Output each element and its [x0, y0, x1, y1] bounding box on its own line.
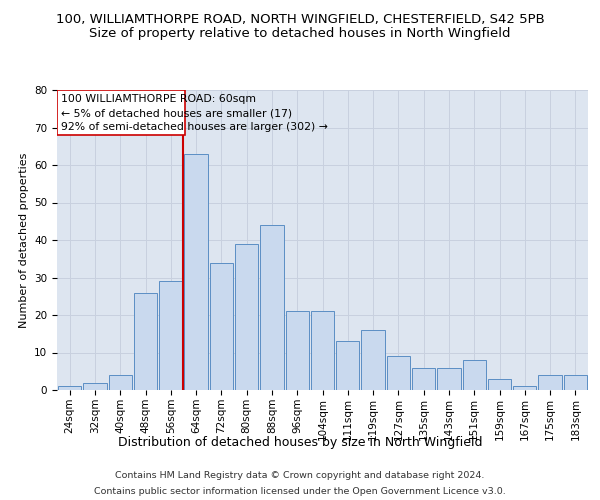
Bar: [57, 90, 185, 135]
Text: ← 5% of detached houses are smaller (17): ← 5% of detached houses are smaller (17): [61, 108, 292, 118]
Bar: [463, 360, 486, 390]
Bar: [210, 262, 233, 390]
Text: Contains HM Land Registry data © Crown copyright and database right 2024.: Contains HM Land Registry data © Crown c…: [115, 472, 485, 480]
Bar: [311, 311, 334, 390]
Text: Contains public sector information licensed under the Open Government Licence v3: Contains public sector information licen…: [94, 486, 506, 496]
Text: Distribution of detached houses by size in North Wingfield: Distribution of detached houses by size …: [118, 436, 482, 449]
Text: 100, WILLIAMTHORPE ROAD, NORTH WINGFIELD, CHESTERFIELD, S42 5PB: 100, WILLIAMTHORPE ROAD, NORTH WINGFIELD…: [56, 12, 544, 26]
Bar: [109, 375, 132, 390]
Bar: [538, 375, 562, 390]
Bar: [184, 154, 208, 390]
Bar: [159, 281, 182, 390]
Bar: [336, 341, 359, 390]
Text: 92% of semi-detached houses are larger (302) →: 92% of semi-detached houses are larger (…: [61, 122, 328, 132]
Text: Size of property relative to detached houses in North Wingfield: Size of property relative to detached ho…: [89, 28, 511, 40]
Bar: [513, 386, 536, 390]
Bar: [58, 386, 81, 390]
Bar: [488, 379, 511, 390]
Bar: [361, 330, 385, 390]
Bar: [387, 356, 410, 390]
Bar: [412, 368, 435, 390]
Y-axis label: Number of detached properties: Number of detached properties: [19, 152, 29, 328]
Bar: [134, 292, 157, 390]
Bar: [235, 244, 258, 390]
Bar: [286, 311, 309, 390]
Bar: [437, 368, 461, 390]
Bar: [260, 225, 284, 390]
Bar: [83, 382, 107, 390]
Bar: [564, 375, 587, 390]
Text: 100 WILLIAMTHORPE ROAD: 60sqm: 100 WILLIAMTHORPE ROAD: 60sqm: [61, 94, 256, 104]
